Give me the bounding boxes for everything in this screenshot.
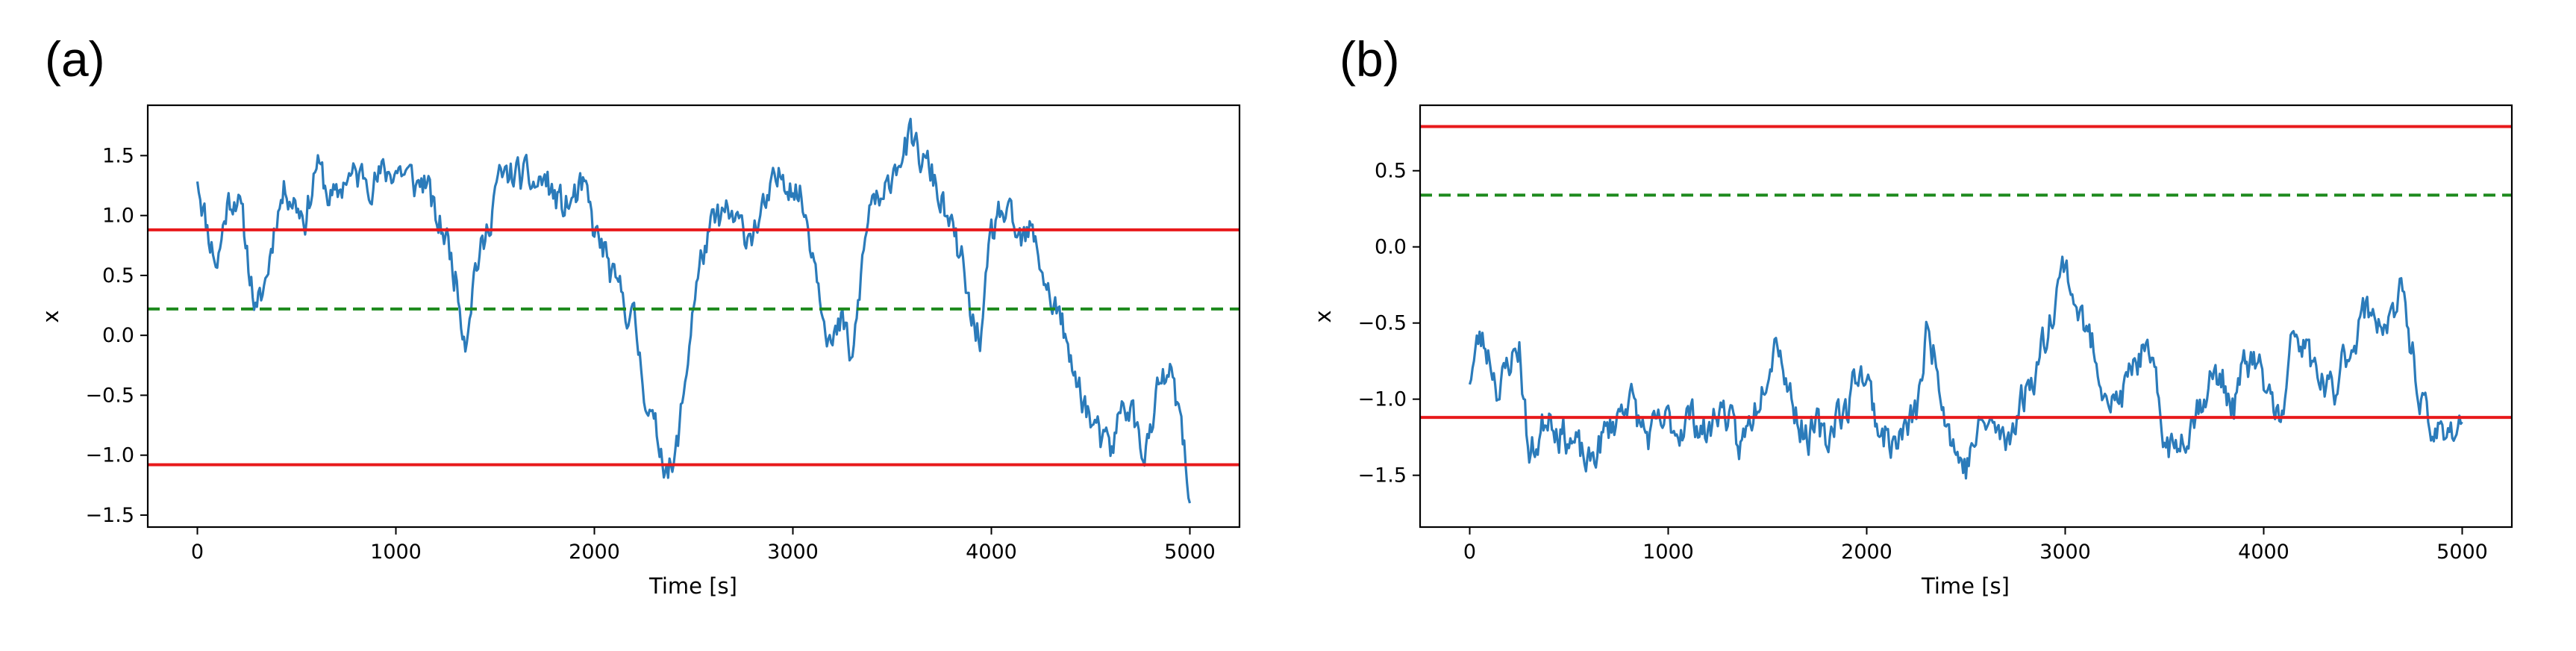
x-axis-label-a: Time [s] xyxy=(648,573,737,599)
chart-panel-a: (a) 0 1000 2000 3000 4000 5000 −1.5 −1.0 −0.5 0.… xyxy=(38,31,1241,599)
y-axis-label-a: x xyxy=(38,310,63,323)
x-ticks-a: 0 1000 2000 3000 4000 5000 xyxy=(191,527,1216,564)
x-tick-label: 1000 xyxy=(1642,541,1694,564)
y-ticks-a: −1.5 −1.0 −0.5 0.0 0.5 1.0 1.5 xyxy=(85,144,148,527)
x-axis-label-b: Time [s] xyxy=(1921,573,2010,599)
panel-label-a: (a) xyxy=(45,31,105,87)
x-tick-label: 5000 xyxy=(1164,541,1216,564)
y-ticks-b: −1.5 −1.0 −0.5 0.0 0.5 xyxy=(1357,160,1420,488)
x-tick-label: 4000 xyxy=(2238,541,2289,564)
x-tick-label: 5000 xyxy=(2436,541,2488,564)
y-tick-label: −0.5 xyxy=(85,384,134,407)
x-tick-label: 2000 xyxy=(1841,541,1892,564)
chart-panel-b: (b) 0 1000 2000 3000 4000 5000 −1.5 −1.0 −0.5 0.… xyxy=(1310,31,2513,599)
x-tick-label: 1000 xyxy=(370,541,422,564)
y-tick-label: 1.0 xyxy=(102,205,134,228)
panel-label-b: (b) xyxy=(1339,31,1400,87)
y-tick-label: 0.0 xyxy=(102,324,134,347)
plot-content-a xyxy=(148,117,1239,504)
plot-frame-b xyxy=(1419,104,2513,529)
y-tick-label: 0.0 xyxy=(1375,236,1407,259)
x-ticks-b: 0 1000 2000 3000 4000 5000 xyxy=(1463,527,2488,564)
y-tick-label: 0.5 xyxy=(102,264,134,287)
x-tick-label: 4000 xyxy=(966,541,1017,564)
x-tick-label: 0 xyxy=(191,541,204,564)
plot-content-b xyxy=(1420,125,2512,480)
y-tick-label: −0.5 xyxy=(1357,312,1407,335)
x-tick-label: 3000 xyxy=(767,541,819,564)
y-tick-label: −1.5 xyxy=(85,504,134,527)
x-tick-label: 0 xyxy=(1463,541,1476,564)
plot-frame-a xyxy=(146,104,1241,529)
y-tick-label: −1.5 xyxy=(1357,464,1407,488)
y-tick-label: −1.0 xyxy=(1357,388,1407,411)
y-axis-label-b: x xyxy=(1310,310,1336,323)
series-line-b xyxy=(1468,255,2463,480)
y-tick-label: −1.0 xyxy=(85,444,134,467)
series-line-a xyxy=(196,117,1192,504)
x-tick-label: 3000 xyxy=(2039,541,2091,564)
y-tick-label: 1.5 xyxy=(102,144,134,167)
y-tick-label: 0.5 xyxy=(1375,160,1407,183)
x-tick-label: 2000 xyxy=(569,541,620,564)
